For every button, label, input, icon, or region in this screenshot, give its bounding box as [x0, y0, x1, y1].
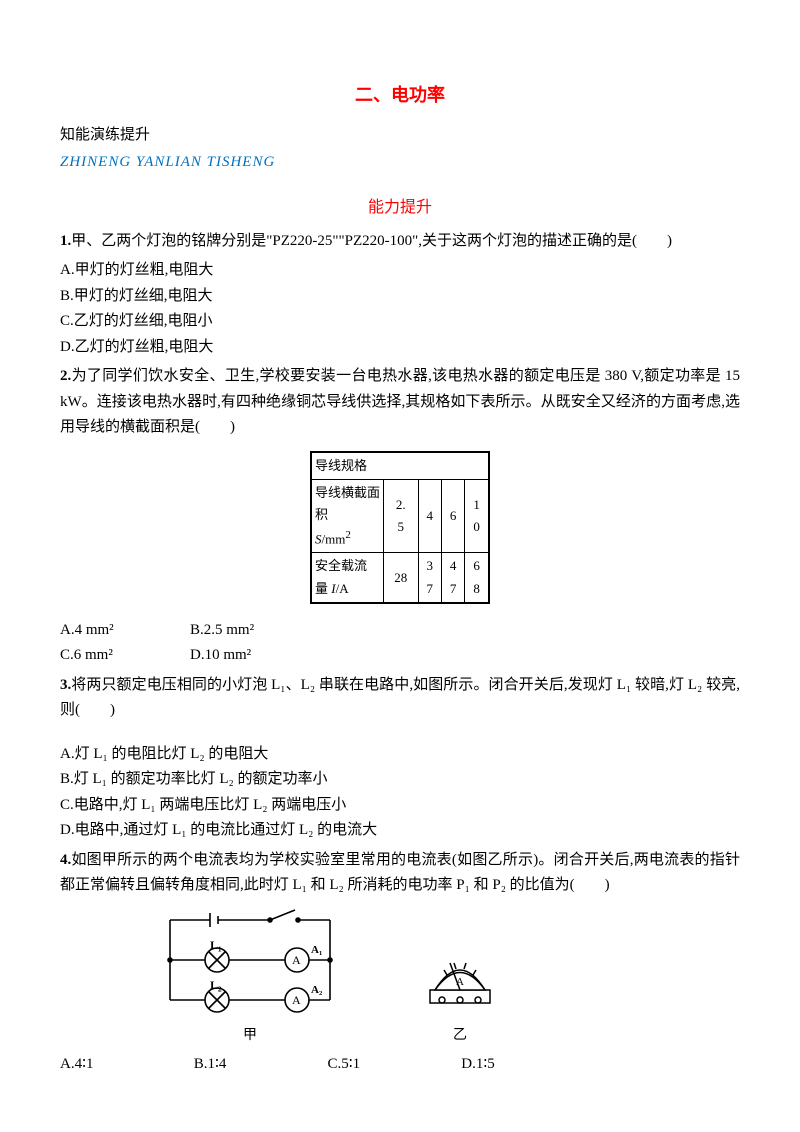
fig-yi-label: 乙: [420, 1024, 500, 1048]
q4-figure: L₁ L₂ A₁ A₂ A A 甲: [150, 905, 740, 1048]
q2-opt-b: B.2.5 mm²: [190, 618, 320, 644]
svg-text:A: A: [456, 976, 464, 988]
svg-text:L₁: L₁: [210, 938, 222, 952]
question-4: 4.如图甲所示的两个电流表均为学校实验室里常用的电流表(如图乙所示)。闭合开关后…: [60, 848, 740, 899]
svg-text:A: A: [292, 993, 301, 1007]
q2-number: 2.: [60, 368, 71, 384]
q3-opt-c: C.电路中,灯 L₁ 两端电压比灯 L₂ 两端电压小: [60, 793, 740, 819]
subtitle-cn: 知能演练提升: [60, 123, 740, 149]
q2-opt-c: C.6 mm²: [60, 643, 190, 669]
row2-label: 安全载流量 I/A: [311, 553, 384, 603]
row2-v4: 68: [465, 553, 489, 603]
row2-v2: 37: [418, 553, 441, 603]
row1-v3: 6: [441, 479, 464, 553]
figure-jia: L₁ L₂ A₁ A₂ A A 甲: [150, 905, 350, 1048]
question-3: 3.将两只额定电压相同的小灯泡 L₁、L₂ 串联在电路中,如图所示。闭合开关后,…: [60, 673, 740, 724]
q4-text: 如图甲所示的两个电流表均为学校实验室里常用的电流表(如图乙所示)。闭合开关后,两…: [60, 852, 740, 894]
q1-options: A.甲灯的灯丝粗,电阻大 B.甲灯的灯丝细,电阻大 C.乙灯的灯丝细,电阻小 D…: [60, 258, 740, 360]
q3-opt-a: A.灯 L₁ 的电阻比灯 L₂ 的电阻大: [60, 742, 740, 768]
main-title: 二、电功率: [60, 80, 740, 111]
question-1: 1.甲、乙两个灯泡的铭牌分别是"PZ220-25""PZ220-100",关于这…: [60, 229, 740, 255]
q3-options: A.灯 L₁ 的电阻比灯 L₂ 的电阻大 B.灯 L₁ 的额定功率比灯 L₂ 的…: [60, 742, 740, 844]
q1-text: 甲、乙两个灯泡的铭牌分别是"PZ220-25""PZ220-100",关于这两个…: [71, 233, 672, 249]
row1-label-text: 导线横截面积: [315, 485, 380, 522]
q4-opt-d: D.1∶5: [461, 1052, 591, 1078]
q4-opt-b: B.1∶4: [194, 1052, 324, 1078]
q1-opt-d: D.乙灯的灯丝粗,电阻大: [60, 335, 740, 361]
ammeter-icon: A: [420, 935, 500, 1015]
q1-number: 1.: [60, 233, 71, 249]
row1-label: 导线横截面积 S/mm2: [311, 479, 384, 553]
svg-text:A₁: A₁: [311, 944, 322, 956]
wire-spec-table: 导线规格 导线横截面积 S/mm2 2.5 4 6 10 安全载流量 I/A 2…: [310, 451, 490, 604]
section-header: 能力提升: [60, 194, 740, 221]
row1-v4: 10: [465, 479, 489, 553]
q4-opt-c: C.5∶1: [328, 1052, 458, 1078]
q1-opt-c: C.乙灯的灯丝细,电阻小: [60, 309, 740, 335]
question-2: 2.为了同学们饮水安全、卫生,学校要安装一台电热水器,该电热水器的额定电压是 3…: [60, 364, 740, 441]
wire-table-wrap: 导线规格 导线横截面积 S/mm2 2.5 4 6 10 安全载流量 I/A 2…: [310, 451, 490, 604]
svg-text:A: A: [292, 953, 301, 967]
q3-opt-d: D.电路中,通过灯 L₁ 的电流比通过灯 L₂ 的电流大: [60, 818, 740, 844]
q2-opt-a: A.4 mm²: [60, 618, 190, 644]
subtitle-pinyin: ZHINENG YANLIAN TISHENG: [60, 150, 740, 176]
row1-v2: 4: [418, 479, 441, 553]
q1-opt-b: B.甲灯的灯丝细,电阻大: [60, 284, 740, 310]
q3-opt-b: B.灯 L₁ 的额定功率比灯 L₂ 的额定功率小: [60, 767, 740, 793]
row2-v3: 47: [441, 553, 464, 603]
q2-options: A.4 mm²B.2.5 mm² C.6 mm²D.10 mm²: [60, 618, 740, 669]
svg-text:L₂: L₂: [210, 978, 222, 992]
q1-opt-a: A.甲灯的灯丝粗,电阻大: [60, 258, 740, 284]
q2-text: 为了同学们饮水安全、卫生,学校要安装一台电热水器,该电热水器的额定电压是 380…: [60, 368, 740, 435]
fig-jia-label: 甲: [150, 1024, 350, 1048]
row2-v1: 28: [384, 553, 419, 603]
table-title: 导线规格: [311, 452, 489, 480]
circuit-diagram-icon: L₁ L₂ A₁ A₂ A A: [150, 905, 350, 1015]
q3-number: 3.: [60, 677, 71, 693]
q4-options: A.4∶1 B.1∶4 C.5∶1 D.1∶5: [60, 1052, 740, 1078]
figure-yi: A 乙: [420, 935, 500, 1048]
row1-v1: 2.5: [384, 479, 419, 553]
q2-opt-d: D.10 mm²: [190, 643, 320, 669]
page-content: 二、电功率 知能演练提升 ZHINENG YANLIAN TISHENG 能力提…: [0, 0, 800, 1121]
q4-opt-a: A.4∶1: [60, 1052, 190, 1078]
svg-text:A₂: A₂: [311, 984, 323, 996]
q3-text: 将两只额定电压相同的小灯泡 L₁、L₂ 串联在电路中,如图所示。闭合开关后,发现…: [60, 677, 740, 719]
q4-number: 4.: [60, 852, 71, 868]
